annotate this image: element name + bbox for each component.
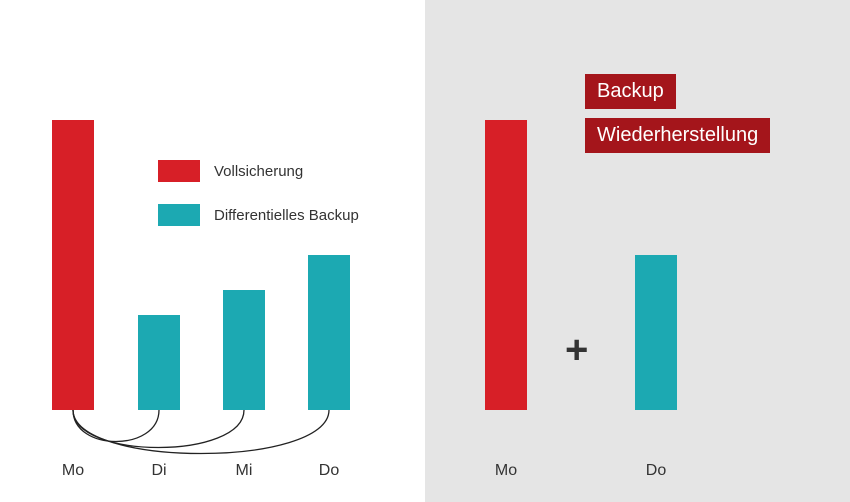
left-bar-di	[138, 315, 180, 410]
legend-item: Vollsicherung	[158, 160, 359, 182]
left-xlabel-mi: Mi	[224, 462, 264, 480]
legend-label: Differentielles Backup	[214, 207, 359, 224]
legend-item: Differentielles Backup	[158, 204, 359, 226]
right-panel: Mo Do + Backup Wiederherstellung	[425, 0, 850, 502]
left-xlabel-do: Do	[309, 462, 349, 480]
legend-label: Vollsicherung	[214, 163, 303, 180]
left-bar-mo	[52, 120, 94, 410]
left-bar-mi	[223, 290, 265, 410]
right-xlabel-do: Do	[636, 462, 676, 480]
left-bar-do	[308, 255, 350, 410]
right-bar-mo	[485, 120, 527, 410]
right-xlabel-mo: Mo	[486, 462, 526, 480]
title-box: Wiederherstellung	[585, 118, 770, 153]
left-xlabel-mo: Mo	[53, 462, 93, 480]
title-box: Backup	[585, 74, 676, 109]
right-bar-do	[635, 255, 677, 410]
legend-swatch	[158, 160, 200, 182]
legend: Vollsicherung Differentielles Backup	[158, 160, 359, 248]
left-panel: Mo Di Mi Do Vollsicherung Differentielles Bac…	[0, 0, 425, 502]
left-xlabel-di: Di	[139, 462, 179, 480]
plus-icon: +	[565, 330, 588, 370]
legend-swatch	[158, 204, 200, 226]
